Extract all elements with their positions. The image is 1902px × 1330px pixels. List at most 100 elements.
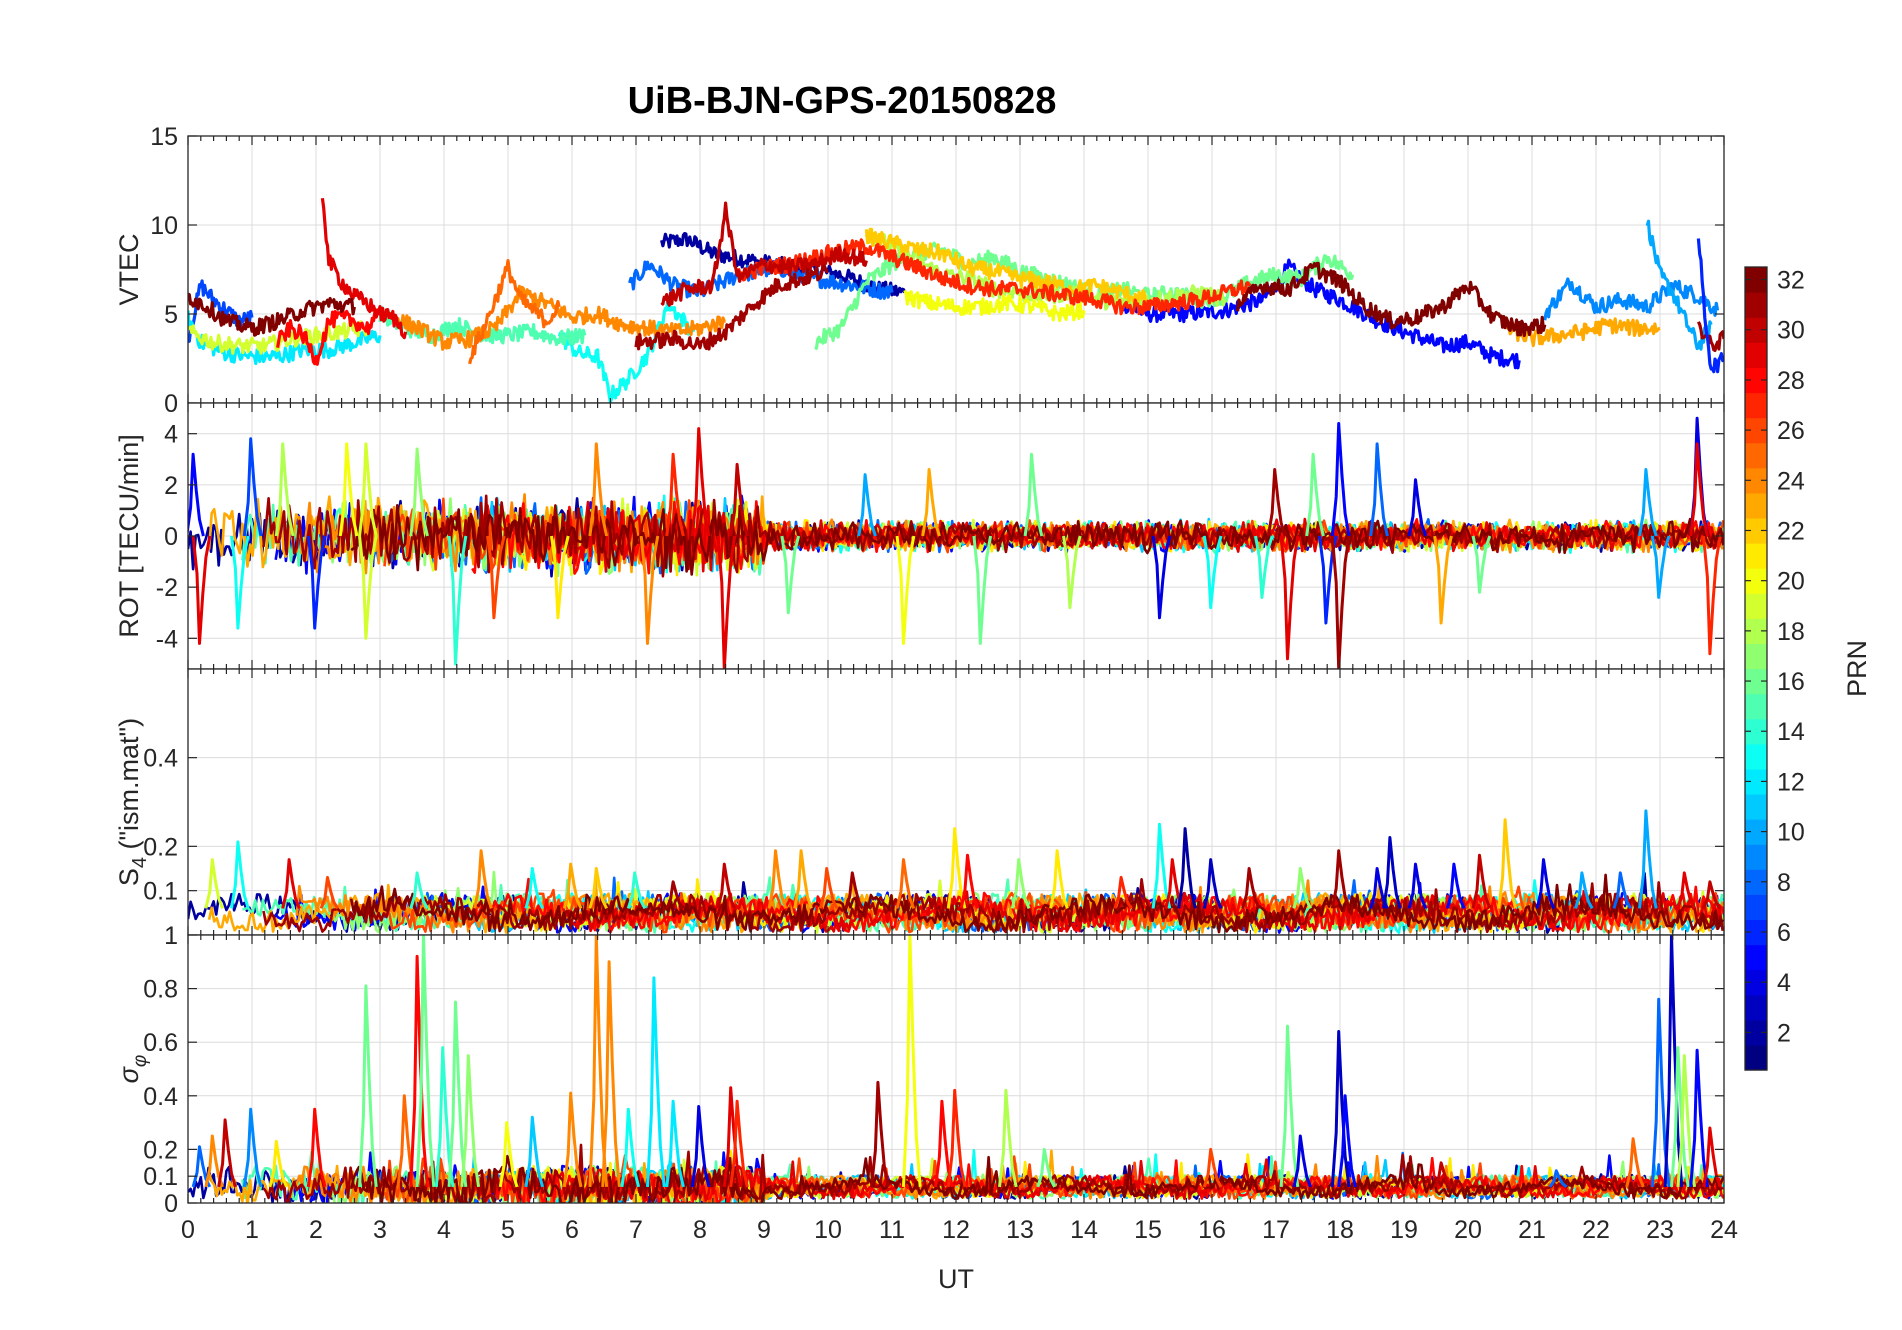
colorbar-tick-label: 12 [1777,768,1805,796]
peak-mark-prn-25 [1625,1137,1645,1188]
peak-mark-prn-23 [562,862,583,910]
peak-mark-prn-29 [1676,871,1696,910]
peak-mark-prn-5 [1446,862,1466,910]
colorbar-segment [1745,417,1767,444]
y-tick-label: 0.1 [143,878,178,906]
peak-mark-prn-21 [550,535,570,620]
y-axis-label-sub: 4 [129,857,151,868]
x-tick-label: 7 [629,1216,643,1244]
y-axis-label-main: S [114,868,144,886]
peak-mark-prn-17 [409,447,429,537]
peak-mark-prn-4 [1292,1134,1313,1188]
y-tick-label: 0.6 [143,1029,178,1057]
peak-mark-prn-24 [601,960,621,1188]
peak-mark-prn-2 [1177,827,1197,909]
peak-mark-prn-19 [358,442,378,537]
peak-mark-prn-24 [473,849,493,909]
colorbar-tick-label: 14 [1777,718,1805,746]
colorbar-segment [1745,944,1767,971]
peak-mark-prn-31 [1266,468,1287,537]
colorbar-segment [1745,969,1767,996]
series-line-prn-24 [391,284,726,351]
y-axis-label: S4 ("ism.mat") [114,718,151,886]
peak-mark-prn-29 [1279,535,1300,661]
peak-mark-prn-14 [1254,535,1274,599]
peak-mark-prn-24 [562,1091,583,1188]
peak-mark-prn-22 [1497,818,1517,909]
peak-mark-prn-30 [716,862,736,910]
peak-mark-prn-28 [959,853,980,909]
peak-mark-prn-26 [319,875,340,910]
colorbar-segment [1745,442,1767,469]
peak-mark-prn-21 [946,827,967,909]
peak-mark-prn-5 [1337,1094,1357,1188]
peak-mark-prn-10 [1638,468,1658,537]
colorbar-segment [1745,718,1767,745]
colorbar-segment [1745,467,1767,494]
x-tick-label: 22 [1582,1216,1610,1244]
peak-mark-prn-16 [1670,1046,1690,1188]
y-tick-label: 2 [164,472,178,500]
peak-mark-prn-24 [639,535,660,645]
colorbar-label: PRN [1842,640,1872,697]
peak-mark-prn-14 [409,871,429,910]
peak-mark-prn-13 [620,1107,641,1188]
peak-mark-prn-6 [306,535,327,630]
peak-mark-prn-27 [1702,535,1722,656]
peak-mark-prn-27 [665,452,685,537]
y-tick-label: -4 [156,625,178,653]
background-trace-prn-32 [349,1154,1724,1203]
colorbar-segment [1745,267,1767,293]
x-tick-label: 5 [501,1216,515,1244]
series-line-prn-13 [557,295,696,403]
peak-mark-prn-29 [690,427,711,537]
peak-mark-prn-7 [242,437,263,537]
colorbar-tick-label: 4 [1777,969,1791,997]
x-tick-label: 4 [437,1216,451,1244]
peak-mark-prn-13 [230,840,250,909]
peak-mark-prn-17 [1292,867,1312,910]
panel-rot: -4 -2 0 2 4 ROT [TECU/min] [114,402,1725,670]
colorbar-segment [1745,768,1767,795]
series-line-prn-28 [276,308,381,366]
peak-mark-prn-3 [1202,858,1223,909]
peak-mark-prn-13 [1202,535,1223,610]
y-axis-label: VTEC [114,233,144,305]
peak-mark-prn-29 [281,858,301,909]
peak-mark-prn-31 [1330,535,1351,669]
background-trace-prn-29 [559,496,1724,573]
peak-mark-prn-16 [972,535,993,645]
peak-mark-prn-23 [793,849,813,909]
peak-mark-prn-23 [921,468,941,537]
colorbar-segment [1745,342,1767,368]
peak-mark-prn-20 [498,1121,519,1188]
colorbar-tick-label: 10 [1777,819,1805,847]
peak-mark-prn-16 [415,935,436,1188]
y-tick-label: 0.8 [143,976,178,1004]
peak-mark-prn-18 [1062,535,1082,610]
colorbar-tick-label: 18 [1777,618,1805,646]
colorbar-tick-label: 30 [1777,317,1805,345]
y-axis-label: ROT [TECU/min] [114,434,144,638]
x-tick-label: 23 [1646,1216,1674,1244]
colorbar-tick-label: 8 [1777,869,1791,897]
colorbar-segment [1745,593,1767,619]
ticks [187,934,1725,1204]
colorbar-segment [1745,894,1767,921]
peak-mark-prn-22 [588,867,608,910]
series-group [188,197,1724,403]
peak-mark-prn-16 [1305,452,1325,537]
peak-mark-prn-29 [191,535,212,645]
peak-mark-prn-17 [1010,858,1031,909]
peak-mark-prn-4 [1407,862,1428,910]
colorbar-segment [1745,869,1767,895]
peak-mark-prn-20 [338,442,359,537]
colorbar-tick-label: 32 [1777,267,1805,295]
colorbar-segment [1745,543,1767,569]
ticks [187,669,1725,935]
colorbar-segment [1745,392,1767,419]
y-axis-label-sub: φ [130,1055,151,1067]
series-line-prn-31 [634,264,829,351]
peak-mark-prn-30 [1471,853,1492,909]
